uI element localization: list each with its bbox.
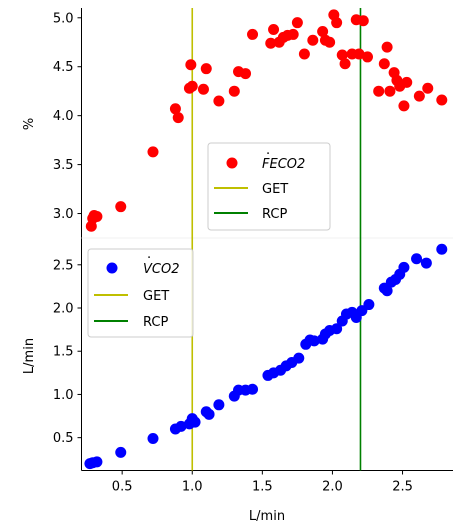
top-feco2-point-48 xyxy=(413,90,425,102)
top-feco2-point-33 xyxy=(339,58,351,70)
top-feco2-point-10 xyxy=(186,80,198,92)
top-legend-feco2-label: FECO2 xyxy=(262,157,305,172)
bottom-legend-vco2-dot: · xyxy=(147,251,151,266)
bottom-vco2-point-3 xyxy=(115,446,127,458)
bottom-vco2-point-44 xyxy=(436,243,448,255)
top-feco2-point-16 xyxy=(240,68,252,80)
top-feco2-point-47 xyxy=(401,76,413,88)
top-feco2-point-37 xyxy=(357,15,369,27)
x-axis-label: L/min xyxy=(249,509,285,524)
xtick-label-4: 2.5 xyxy=(392,480,413,495)
top-feco2-point-29 xyxy=(324,36,336,48)
xtick-label-0: 0.5 xyxy=(112,480,133,495)
top-feco2-point-6 xyxy=(169,103,181,115)
top-feco2-point-26 xyxy=(307,34,319,46)
bottom-vco2-point-6 xyxy=(175,420,187,432)
top-legend-feco2-marker xyxy=(226,157,238,169)
top-legend-feco2-dot: · xyxy=(266,147,270,162)
top-feco2-point-23 xyxy=(287,28,299,40)
top-legend-get-label: GET xyxy=(262,182,288,197)
top-feco2-point-41 xyxy=(381,41,393,53)
top-feco2-point-36 xyxy=(353,48,365,60)
top-feco2-point-14 xyxy=(228,85,240,97)
top-feco2-point-4 xyxy=(115,201,127,213)
top-feco2-point-5 xyxy=(147,146,159,158)
bottom-vco2-point-42 xyxy=(411,253,423,265)
top-feco2-point-3 xyxy=(91,210,103,222)
top-ytick-label-1: 3.5 xyxy=(53,158,74,173)
bottom-vco2-point-9 xyxy=(189,416,201,428)
top-y-axis-label: % xyxy=(22,118,37,130)
top-feco2-point-49 xyxy=(422,82,434,94)
bottom-y-axis-label: L/min xyxy=(22,338,37,374)
top-feco2-point-18 xyxy=(265,37,277,49)
top-feco2-point-17 xyxy=(247,28,259,40)
bottom-ytick-label-0: 0.5 xyxy=(53,431,74,446)
top-ytick-label-4: 5.0 xyxy=(53,11,74,26)
top-feco2-point-38 xyxy=(361,51,373,63)
top-feco2-point-27 xyxy=(317,25,329,37)
bottom-legend: VCO2 · GET RCP xyxy=(87,248,194,338)
bottom-ytick-label-2: 1.5 xyxy=(53,345,74,360)
bottom-legend-get-label: GET xyxy=(143,289,169,304)
bottom-ytick-label-3: 2.0 xyxy=(53,302,74,317)
bottom-vco2-point-4 xyxy=(147,433,159,445)
bottom-vco2-point-41 xyxy=(398,261,410,273)
bottom-vco2-point-29 xyxy=(331,323,343,335)
bottom-vco2-point-37 xyxy=(381,285,393,297)
top-feco2-point-12 xyxy=(200,63,212,75)
xtick-label-1: 1.0 xyxy=(182,480,203,495)
bottom-vco2-point-11 xyxy=(203,408,215,420)
bottom-vco2-point-12 xyxy=(213,399,225,411)
bottom-vco2-point-43 xyxy=(420,257,432,269)
top-ytick-label-2: 4.0 xyxy=(53,109,74,124)
top-feco2-point-46 xyxy=(398,100,410,112)
top-feco2-point-31 xyxy=(331,17,343,29)
top-feco2-point-50 xyxy=(436,94,448,106)
top-feco2-point-24 xyxy=(291,17,303,29)
axis-ticks: 3.0 3.5 4.0 4.5 5.0 0.5 1.0 1.5 2.0 2.5 0.5 1.0 1.5 2… xyxy=(53,11,413,494)
bottom-ytick-label-4: 2.5 xyxy=(53,258,74,273)
bottom-vco2-point-22 xyxy=(293,352,305,364)
bottom-vco2-point-25 xyxy=(308,335,320,347)
xtick-label-2: 1.5 xyxy=(252,480,273,495)
top-feco2-point-13 xyxy=(213,95,225,107)
top-feco2-point-32 xyxy=(336,49,348,61)
bottom-vco2-point-35 xyxy=(363,299,375,311)
top-feco2-point-42 xyxy=(384,85,396,97)
bottom-vco2-point-2 xyxy=(91,456,103,468)
top-feco2-point-25 xyxy=(298,48,310,60)
top-ytick-label-0: 3.0 xyxy=(53,207,74,222)
top-feco2-point-9 xyxy=(185,59,197,71)
top-legend: FECO2 · GET RCP xyxy=(207,142,331,231)
top-ytick-label-3: 4.5 xyxy=(53,60,74,75)
top-feco2-point-39 xyxy=(373,85,385,97)
data-points xyxy=(84,9,448,470)
bottom-ytick-label-1: 1.0 xyxy=(53,388,74,403)
bottom-legend-rcp-label: RCP xyxy=(143,315,168,330)
top-feco2-point-40 xyxy=(378,58,390,70)
top-feco2-point-7 xyxy=(172,112,184,124)
xtick-label-3: 2.0 xyxy=(322,480,343,495)
top-feco2-point-11 xyxy=(197,83,209,95)
bottom-legend-vco2-label: VCO2 xyxy=(143,262,179,277)
top-legend-box xyxy=(207,142,331,231)
top-legend-rcp-label: RCP xyxy=(262,207,287,222)
top-feco2-point-19 xyxy=(268,24,280,36)
bottom-vco2-point-16 xyxy=(247,383,259,395)
bottom-legend-vco2-marker xyxy=(106,262,118,274)
